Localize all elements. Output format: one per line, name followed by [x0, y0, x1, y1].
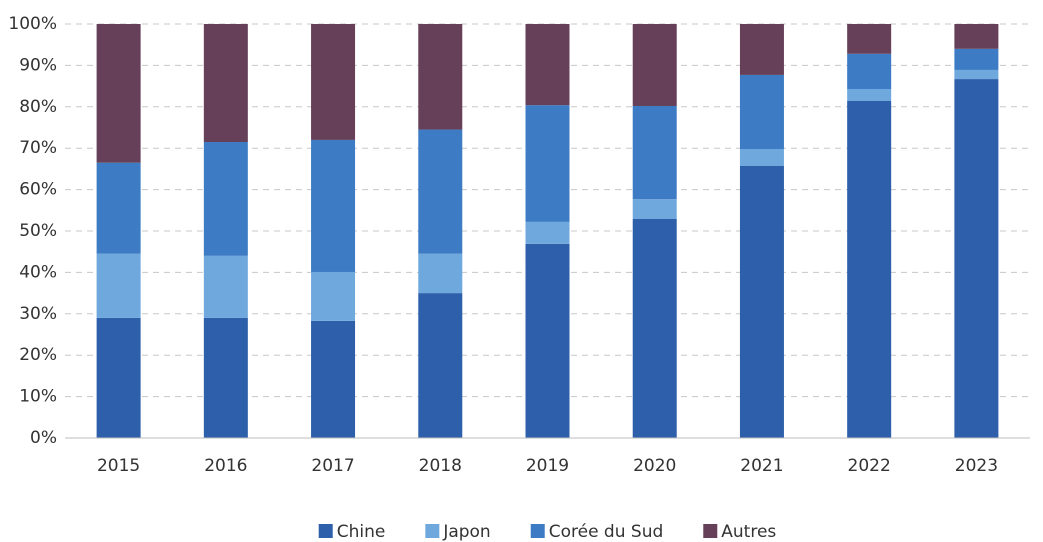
legend-swatch [318, 524, 333, 538]
y-tick-label: 50% [19, 221, 57, 241]
bar-segment [311, 24, 356, 140]
legend-label: Japon [442, 522, 490, 542]
bar-segment [954, 69, 999, 80]
bar-segment [525, 24, 570, 106]
x-tick-label: 2022 [848, 456, 891, 476]
y-tick-label: 60% [19, 180, 57, 200]
x-tick-label: 2018 [419, 456, 462, 476]
bar-segment [96, 24, 141, 163]
y-tick-label: 30% [19, 304, 57, 324]
y-tick-label: 70% [19, 138, 57, 158]
y-tick-label: 100% [8, 14, 57, 34]
x-tick-label: 2015 [97, 456, 140, 476]
bar-segment [847, 24, 892, 54]
bar-segment [739, 74, 784, 150]
legend-swatch [530, 524, 545, 538]
bar-segment [96, 162, 141, 254]
y-tick-label: 0% [30, 428, 57, 448]
bar-segment [632, 105, 677, 200]
x-tick-label: 2017 [311, 456, 354, 476]
legend-swatch [425, 524, 440, 538]
bar-segment [632, 218, 677, 438]
bar-segment [203, 317, 248, 438]
bar-segment [632, 24, 677, 106]
bar-segment [525, 221, 570, 244]
bar-segment [632, 199, 677, 219]
x-tick-label: 2019 [526, 456, 569, 476]
legend-swatch [703, 524, 718, 538]
x-tick-label: 2020 [633, 456, 676, 476]
bar-segment [203, 141, 248, 256]
x-tick-label: 2016 [204, 456, 247, 476]
bar-segment [418, 293, 463, 438]
bar-segment [739, 166, 784, 438]
bar-segment [418, 253, 463, 294]
bar-segment [954, 79, 999, 438]
y-tick-label: 90% [19, 55, 57, 75]
bar-segment [96, 253, 141, 318]
y-tick-label: 40% [19, 262, 57, 282]
bar-segment [954, 24, 999, 49]
legend-label: Chine [337, 522, 386, 542]
bar-segment [954, 48, 999, 70]
bar-segment [847, 53, 892, 89]
bar-segment [739, 24, 784, 75]
bar-segment [203, 255, 248, 318]
bar-segment [847, 88, 892, 102]
y-tick-label: 80% [19, 97, 57, 117]
y-tick-label: 10% [19, 387, 57, 407]
bar-segment [418, 24, 463, 130]
bar-segment [418, 129, 463, 254]
bar-segment [525, 243, 570, 438]
bar-segment [203, 24, 248, 142]
bar-segment [311, 320, 356, 438]
x-tick-label: 2021 [740, 456, 783, 476]
bar-segment [311, 271, 356, 321]
bar-segment [739, 149, 784, 167]
x-tick-label: 2023 [955, 456, 998, 476]
y-tick-label: 20% [19, 345, 57, 365]
legend-label: Autres [721, 522, 776, 542]
bar-segment [525, 105, 570, 222]
bar-segment [96, 317, 141, 438]
bar-segment [311, 139, 356, 272]
legend-label: Corée du Sud [549, 522, 664, 542]
bar-segment [847, 101, 892, 438]
